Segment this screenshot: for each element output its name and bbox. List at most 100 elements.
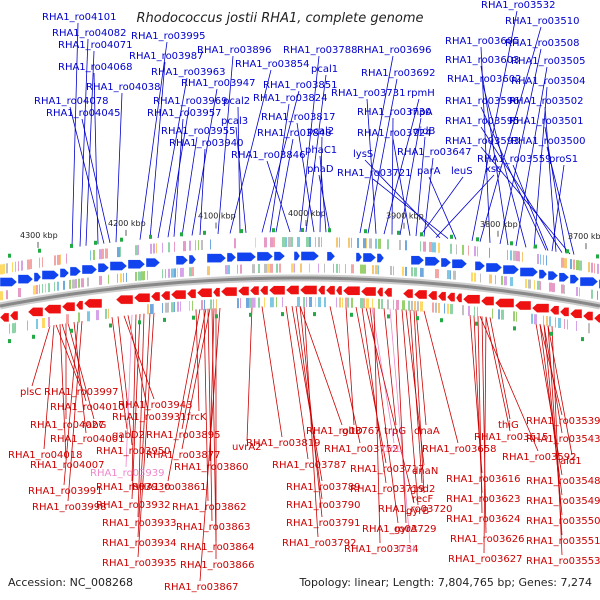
cog-box-forward [339, 237, 340, 248]
gene-label-top: RHA1_ro03824 [253, 93, 328, 104]
gene-leader-line [139, 41, 168, 240]
cog-box-reverse [336, 297, 337, 308]
gene-leader-line [203, 308, 209, 502]
gene-leader-line [423, 310, 459, 444]
gene-arrow-forward [97, 263, 110, 273]
gene-leader-line [435, 174, 495, 238]
cog-box-reverse [276, 297, 277, 308]
cog-box-reverse [381, 299, 383, 310]
rna-feature-marker [70, 328, 73, 333]
gene-label-bottom: plsC [20, 387, 41, 398]
cog-box-reverse [420, 301, 423, 312]
gene-leader-line [401, 309, 419, 506]
cog-box-reverse [108, 308, 109, 319]
gene-leader-line [69, 106, 105, 244]
cog-box-reverse [201, 300, 203, 311]
gene-leader-line [383, 308, 397, 426]
cog-box-forward-inner [537, 280, 540, 290]
gene-arrow-reverse [559, 307, 570, 317]
cog-box-forward-inner [57, 281, 59, 291]
gene-label-bottom: thiG [498, 420, 519, 431]
gene-label-top: RHA1_ro04071 [58, 40, 133, 51]
gene-label-top: RHA1_ro03848 [257, 128, 332, 139]
cog-box-forward-inner [99, 275, 102, 285]
gene-leader-line [199, 148, 206, 236]
cog-box-forward-inner [402, 266, 404, 276]
cog-box-forward [15, 261, 16, 272]
cog-box-reverse [66, 314, 69, 325]
cog-box-reverse [210, 299, 212, 310]
cog-box-forward-inner [474, 272, 476, 282]
gene-leader-line [329, 306, 361, 444]
gene-label-top: leuS [451, 166, 473, 177]
cog-box-reverse [477, 306, 478, 317]
gene-label-top: RHA1_ro03724 [357, 128, 432, 139]
cog-box-forward [507, 250, 508, 260]
cog-box-forward-inner [141, 271, 144, 281]
gene-leader-line [266, 160, 291, 233]
cog-box-forward-inner [300, 263, 302, 273]
cog-box-forward [168, 242, 170, 253]
cog-box-forward [594, 263, 595, 274]
cog-box-reverse [246, 297, 249, 308]
cog-box-forward-inner [237, 264, 238, 274]
cog-box-forward [420, 241, 421, 252]
cog-box-forward [405, 240, 407, 251]
gene-leader-line [489, 317, 511, 420]
cog-box-forward-inner [39, 284, 40, 294]
cog-box-forward-inner [309, 263, 310, 273]
cog-box-reverse [36, 319, 38, 329]
cog-box-forward [234, 238, 236, 249]
gene-label-top: RHA1_ro03987 [129, 51, 204, 62]
cog-box-reverse [162, 303, 163, 313]
cog-box-forward [30, 259, 32, 270]
cog-box-forward [546, 255, 547, 266]
cog-box-forward [474, 246, 476, 257]
gene-leader-line [181, 308, 207, 430]
cog-box-forward [270, 237, 273, 248]
gene-leader-line [480, 46, 491, 243]
gene-arrow-reverse [133, 293, 151, 303]
gene-arrow-reverse [83, 298, 103, 309]
rna-feature-marker [534, 244, 537, 249]
gene-leader-line [31, 325, 51, 387]
gene-label-bottom: gabD2 [112, 430, 145, 441]
rna-feature-marker [420, 232, 423, 237]
cog-box-forward-inner [207, 266, 210, 276]
cog-box-forward-inner [405, 266, 407, 276]
cog-box-forward [117, 247, 120, 258]
cog-box-forward-inner [576, 287, 578, 296]
cog-box-reverse [543, 315, 544, 326]
gene-leader-line [285, 306, 309, 460]
cog-box-forward-inner [18, 288, 21, 297]
cog-box-forward-inner [333, 263, 334, 273]
cog-box-forward-inner [117, 273, 118, 283]
gene-label-top: RHA1_ro03940 [169, 138, 244, 149]
gene-arrow-reverse [186, 289, 197, 299]
gene-leader-line [299, 305, 343, 426]
gene-leader-line [485, 316, 511, 432]
gene-label-top: RHA1_ro03947 [181, 78, 256, 89]
cog-box-forward [210, 239, 211, 250]
gene-label-top: phaD [307, 164, 334, 175]
gene-arrow-forward [474, 261, 486, 271]
cog-box-forward-inner [339, 264, 340, 273]
gene-label-bottom: RHA1_ro03616 [446, 474, 521, 485]
cog-box-forward [468, 245, 469, 256]
cog-box-reverse [492, 308, 493, 319]
cog-box-forward-inner [135, 271, 137, 281]
cog-box-forward-inner [72, 279, 75, 289]
cog-box-forward [183, 241, 186, 252]
gene-label-bottom: trnL [382, 444, 402, 455]
cog-box-forward [351, 237, 352, 248]
gene-leader-line [423, 157, 434, 237]
gene-label-top: RHA1_ro03501 [509, 116, 584, 127]
cog-box-forward-inner [564, 285, 565, 294]
gene-arrow-forward [519, 267, 539, 277]
cog-box-forward-inner [147, 270, 148, 280]
cog-box-reverse [516, 311, 517, 322]
cog-box-reverse [363, 298, 365, 309]
cog-box-forward-inner [345, 264, 346, 274]
cog-box-forward [297, 237, 300, 247]
gene-arrow-reverse [593, 313, 600, 323]
